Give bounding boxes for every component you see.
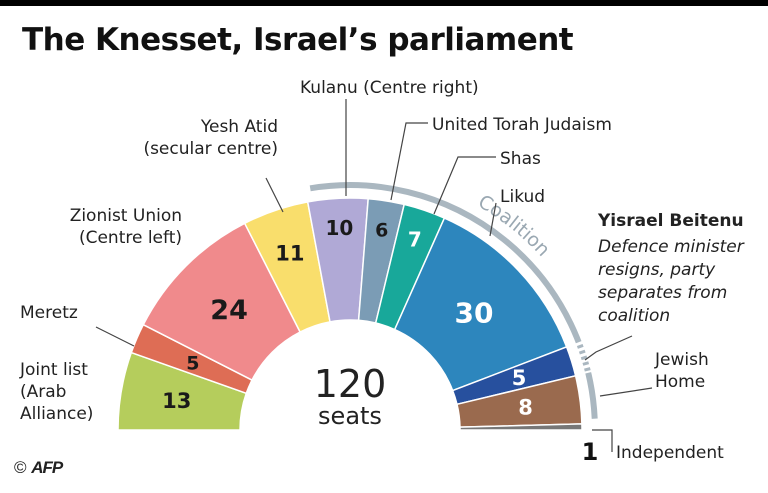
- total-seats-value: 120: [314, 362, 387, 406]
- chart-title: The Knesset, Israel’s parliament: [22, 22, 574, 58]
- label-yesh-atid: Yesh Atid: [200, 117, 278, 137]
- total-seats-unit: seats: [318, 402, 382, 430]
- annotation-title: Yisrael Beitenu: [597, 211, 744, 231]
- value-yisrael-beitenu: 5: [512, 366, 527, 390]
- leader-united-torah-judaism: [390, 122, 428, 201]
- value-jewish-home: 8: [518, 395, 533, 419]
- value-yesh-atid: 11: [275, 242, 304, 266]
- label-joint-list-line-2: (Arab: [20, 382, 66, 402]
- leader-independent: [592, 429, 613, 452]
- leader-jewish-home: [599, 387, 653, 397]
- label-zionist-union: Zionist Union: [70, 206, 182, 226]
- value-shas: 7: [408, 227, 422, 251]
- label-kulanu: Kulanu (Centre right): [300, 78, 479, 98]
- label-likud: Likud: [500, 187, 545, 207]
- value-kulanu: 10: [325, 216, 353, 240]
- value-likud: 30: [455, 296, 494, 329]
- annotation-line-4: coalition: [598, 306, 670, 326]
- label-meretz: Meretz: [20, 303, 78, 323]
- coalition-arc-gap: [574, 340, 593, 374]
- leader-meretz: [95, 326, 135, 347]
- credit: © AFP: [14, 458, 63, 478]
- value-joint-list: 13: [162, 389, 191, 413]
- agency-logo: AFP: [31, 458, 63, 477]
- annotation-line-2: resigns, party: [598, 260, 716, 280]
- annotation-line-3: separates from: [598, 283, 727, 303]
- top-rule: [0, 0, 768, 6]
- label-jewish-home-line-2: Home: [655, 372, 705, 392]
- label-yesh-atid-line-2: (secular centre): [143, 139, 278, 159]
- label-joint-list-line-3: Alliance): [20, 404, 93, 424]
- label-zionist-union-line-2: (Centre left): [79, 228, 182, 248]
- copyright-symbol: ©: [14, 458, 27, 477]
- slice-likud: [393, 217, 568, 392]
- label-joint-list: Joint list: [19, 360, 88, 380]
- label-shas: Shas: [500, 149, 541, 169]
- slice-independent: [459, 423, 583, 431]
- annotation-line-1: Defence minister: [598, 237, 745, 257]
- value-zionist-union: 24: [210, 295, 248, 326]
- leader-yisrael-beitenu: [584, 335, 633, 361]
- label-independent: Independent: [616, 443, 724, 463]
- label-united-torah-judaism: United Torah Judaism: [432, 115, 612, 135]
- value-independent: 1: [582, 438, 599, 466]
- value-united-torah-judaism: 6: [375, 220, 388, 242]
- leader-yesh-atid: [265, 177, 284, 213]
- label-jewish-home: Jewish: [654, 350, 709, 370]
- leader-likud: [489, 202, 497, 237]
- leader-shas: [433, 156, 496, 215]
- value-meretz: 5: [186, 352, 199, 374]
